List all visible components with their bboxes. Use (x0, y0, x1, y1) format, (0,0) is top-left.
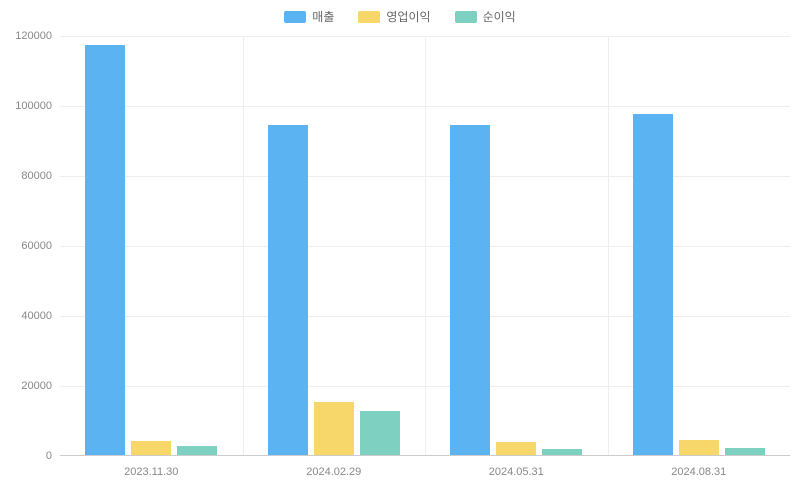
grid-line-x (425, 36, 426, 456)
y-tick-label: 40000 (21, 310, 52, 322)
y-tick-label: 80000 (21, 170, 52, 182)
y-axis: 020000400006000080000100000120000 (0, 36, 60, 456)
legend-label: 매출 (312, 8, 334, 25)
x-axis-line (60, 455, 790, 456)
bar (314, 402, 354, 456)
bar (268, 125, 308, 456)
x-tick-label: 2024.02.29 (306, 466, 361, 478)
grid-line-x (243, 36, 244, 456)
y-tick-label: 20000 (21, 380, 52, 392)
x-tick-label: 2024.05.31 (489, 466, 544, 478)
x-tick-label: 2024.08.31 (671, 466, 726, 478)
y-tick-label: 0 (46, 450, 52, 462)
legend-label: 순이익 (483, 8, 516, 25)
x-axis: 2023.11.30 2024.02.29 2024.05.31 2024.08.31 (60, 460, 790, 490)
bar (496, 442, 536, 456)
legend-item: 매출 (284, 8, 334, 25)
legend-swatch (358, 11, 380, 23)
y-tick-label: 100000 (15, 100, 52, 112)
bar (360, 411, 400, 456)
bar (450, 125, 490, 456)
y-tick-label: 60000 (21, 240, 52, 252)
y-tick-label: 120000 (15, 30, 52, 42)
bar (131, 441, 171, 456)
legend-swatch (455, 11, 477, 23)
chart-container: 매출 영업이익 순이익 0 20000 40000 60000 80000 100000 120… (0, 0, 800, 500)
legend-item: 영업이익 (358, 8, 430, 25)
plot-area (60, 36, 790, 456)
legend: 매출 영업이익 순이익 (0, 0, 800, 37)
grid-line-x (608, 36, 609, 456)
legend-item: 순이익 (455, 8, 516, 25)
bar (679, 440, 719, 456)
x-tick-label: 2023.11.30 (124, 466, 178, 478)
legend-swatch (284, 11, 306, 23)
bar (85, 45, 125, 456)
bar (633, 114, 673, 456)
legend-label: 영업이익 (386, 8, 430, 25)
